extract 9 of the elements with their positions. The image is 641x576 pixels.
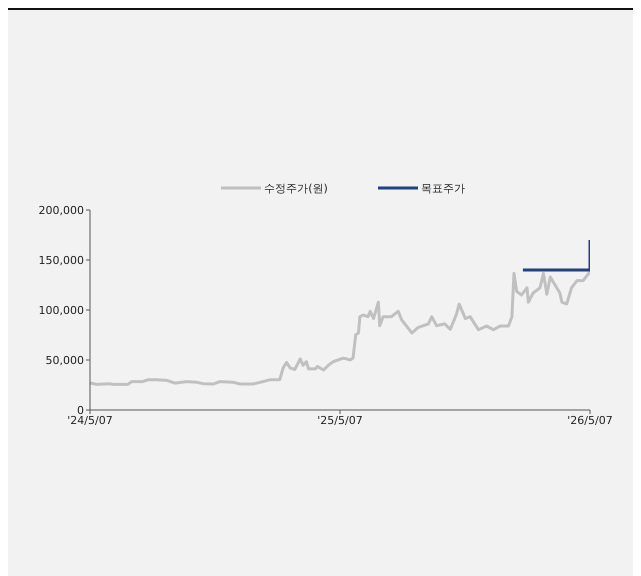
x-tick-label: '25/5/07 (317, 414, 363, 427)
line-series (90, 270, 590, 386)
y-tick-label: 50,000 (46, 354, 84, 367)
x-tick-label: '26/5/07 (567, 414, 613, 427)
legend-label: 수정주가(원) (264, 180, 328, 196)
y-tick-label: 150,000 (38, 254, 84, 267)
y-tick-label: 100,000 (38, 304, 84, 317)
legend-label: 목표주가 (420, 180, 465, 196)
y-tick-label: 200,000 (38, 204, 84, 217)
